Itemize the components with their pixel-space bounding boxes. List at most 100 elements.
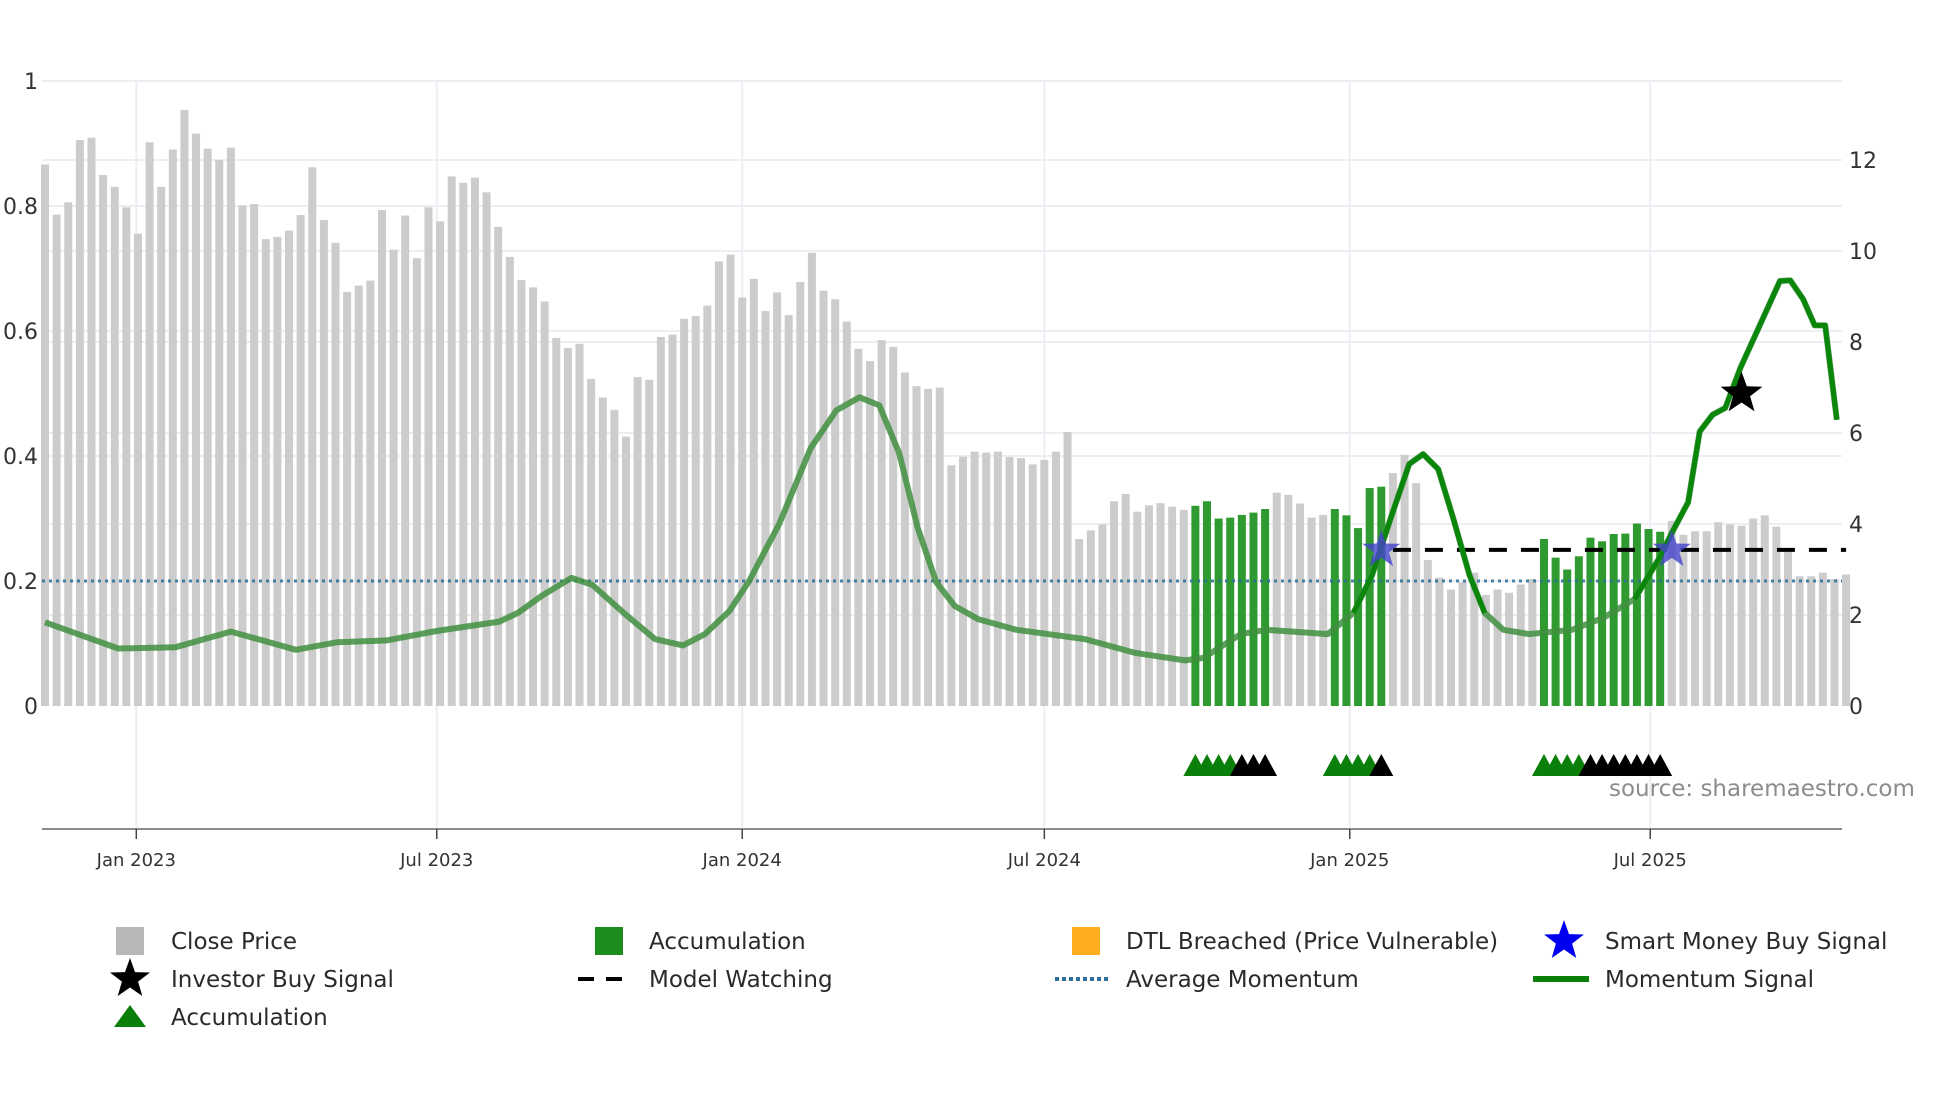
right-y-tick-label: 0 [1849,695,1863,720]
accumulation-bar [1644,529,1653,706]
x-tick-label: Jan 2025 [1309,850,1389,871]
right-y-tick-label: 10 [1849,240,1877,265]
close-price-bar [1423,559,1432,706]
close-price-bar [1737,525,1746,706]
x-tick-label: Jan 2023 [96,850,176,871]
close-price-bar [331,242,340,706]
close-price-bar [354,285,363,706]
close-price-bar [168,149,177,706]
close-price-bar [1400,454,1409,706]
close-price-bar [633,377,642,706]
investor-buy-star-icon [1720,371,1763,412]
close-price-bar [1481,594,1490,706]
close-price-bar [389,249,398,706]
close-price-bars [41,109,1851,707]
close-price-bar [738,297,747,706]
close-price-bar [1272,492,1281,706]
close-price-bar [1749,518,1758,706]
close-price-bar [1458,582,1467,706]
smart-money-buy-star-icon [1362,529,1401,567]
legend-swatch-icon [595,927,623,955]
close-price-bar [319,220,328,706]
legend-label: Smart Money Buy Signal [1605,929,1887,955]
close-price-bar [1691,531,1700,706]
close-price-bar [296,215,305,706]
legend-star-icon [1544,920,1584,958]
source-label: source: sharemaestro.com [1609,776,1915,802]
accumulation-bar [1214,518,1223,706]
close-price-bar [656,336,665,706]
legend-label: Average Momentum [1126,967,1359,993]
close-price-bar [714,261,723,706]
close-price-bar [529,287,538,706]
accumulation-bar [1203,501,1211,706]
close-price-bar [285,230,294,706]
close-price-bar [517,280,526,706]
x-tick-label: Jan 2024 [702,850,782,871]
close-price-bar [773,292,782,706]
accumulation-bar [1191,505,1200,706]
left-y-tick-label: 0.2 [3,570,38,595]
accumulation-bar [1354,528,1363,706]
close-price-bar [459,182,468,706]
close-price-bar [1307,517,1316,706]
close-price-bar [1295,503,1304,706]
close-price-bar [1714,522,1723,706]
left-y-tick-label: 0.6 [3,320,38,345]
close-price-bar [1063,432,1072,706]
legend-label: DTL Breached (Price Vulnerable) [1126,929,1498,955]
close-price-bar [122,207,131,706]
legend-swatch-icon [1072,927,1100,955]
accumulation-bar [1539,539,1548,706]
close-price-bar [1447,589,1456,706]
close-price-bar [726,254,735,706]
close-price-bar [494,226,503,706]
close-price-bar [1156,503,1165,706]
legend-label: Model Watching [649,967,833,993]
close-price-bar [889,347,898,706]
close-price-bar [424,207,433,706]
close-price-bar [1412,483,1421,706]
close-price-bar [924,388,933,706]
close-price-bar [180,109,189,706]
signal-lines [42,277,1847,664]
close-price-bar [587,378,596,706]
close-price-bar [1284,494,1293,706]
close-price-bar [668,334,677,706]
close-price-bar [238,205,247,706]
signal-markers [1183,371,1763,776]
close-price-bar [261,239,270,707]
close-price-bar [761,311,770,706]
close-price-bar [447,176,456,706]
close-price-bar [831,299,840,706]
accumulation-triangle-icon [1253,754,1278,776]
close-price-bar [401,215,410,706]
axes: Jan 2023 Jul 2023 Jan 2024 Jul 2024 Jan 2025… [3,70,1877,871]
close-price-bar [470,177,479,706]
close-price-bar [436,221,445,707]
accumulation-bar [1656,531,1665,706]
legend-swatch-icon [116,927,144,955]
close-price-bar [1795,576,1804,706]
close-price-bar [575,343,584,706]
close-price-bar [1772,526,1781,706]
accumulation-bar [1226,517,1235,706]
legend-label: Accumulation [649,929,806,955]
right-y-tick-label: 4 [1849,513,1863,538]
close-price-bar [1493,589,1502,706]
close-price-bar [819,290,828,706]
close-price-bar [1144,505,1153,706]
close-price-bar [970,451,979,706]
close-price-bar [377,210,386,707]
close-price-bar [993,451,1002,706]
close-price-bar [1842,574,1851,706]
close-price-bar [982,452,991,706]
close-price-bar [250,204,259,706]
close-price-bar [1086,530,1095,706]
right-y-tick-label: 8 [1849,331,1863,356]
close-price-bar [749,278,758,706]
close-price-bar [203,148,212,706]
close-price-bar [958,456,967,706]
close-price-bar [691,316,700,706]
